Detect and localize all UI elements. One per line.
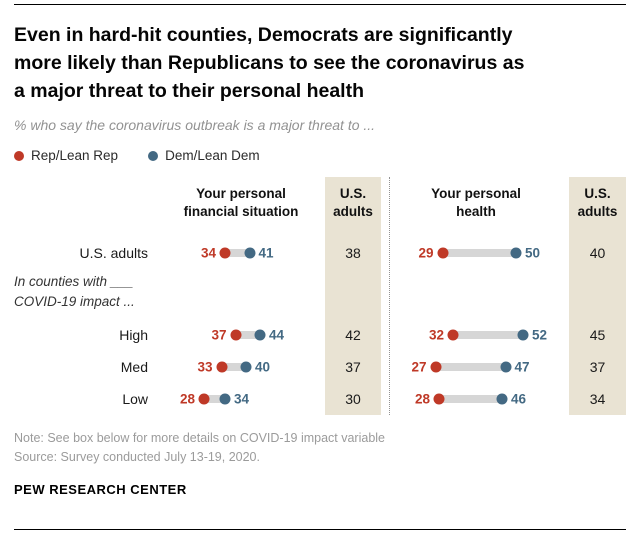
us-adults-value-health-high: 45 bbox=[589, 327, 606, 344]
chart-title: Even in hard-hit counties, Democrats are… bbox=[14, 21, 626, 105]
dot-connector-bar bbox=[221, 249, 254, 258]
rep-value-label: 27 bbox=[411, 359, 427, 375]
dot-connector-bar bbox=[217, 363, 250, 372]
chart-title-line: Even in hard-hit counties, Democrats are… bbox=[14, 24, 513, 46]
rep-value-label: 34 bbox=[200, 245, 216, 261]
footer-notes: Note: See box below for more details on … bbox=[14, 429, 626, 467]
rep-value-label: 29 bbox=[418, 245, 434, 261]
us-adults-header-label: U.S. adults bbox=[577, 186, 618, 219]
dem-value-label: 34 bbox=[234, 391, 250, 407]
dot-connector-bar bbox=[438, 249, 520, 258]
rep-dot bbox=[447, 329, 459, 341]
row-group-note-line: COVID-19 impact ... bbox=[14, 294, 135, 310]
panel-title-health: Your personal health bbox=[397, 177, 555, 237]
legend-item-rep: Rep/Lean Rep bbox=[14, 148, 118, 163]
dem-dot bbox=[244, 247, 255, 259]
note-text: Note: See box below for more details on … bbox=[14, 431, 386, 446]
dotplot-financial-med: 33 40 bbox=[162, 351, 320, 383]
dem-value-label: 47 bbox=[514, 359, 530, 375]
panel-title-line: financial situation bbox=[183, 203, 299, 219]
dem-dot bbox=[219, 393, 231, 405]
us-adults-value-financial-med: 37 bbox=[345, 359, 361, 376]
dotplot-financial-low: 28 34 bbox=[162, 383, 320, 415]
row-label-high: High bbox=[119, 327, 148, 344]
us-adults-value-financial-us-adults: 38 bbox=[345, 245, 361, 262]
dem-dot bbox=[500, 361, 511, 373]
us-adults-value-health-med: 37 bbox=[589, 359, 606, 376]
legend-label-dem: Dem/Lean Dem bbox=[165, 148, 260, 164]
dotplot-health-med: 27 47 bbox=[397, 351, 555, 383]
us-adults-column-header-health: U.S. adults bbox=[569, 177, 626, 237]
panel-title-line: Your personal bbox=[431, 186, 521, 202]
chart-subtitle: % who say the coronavirus outbreak is a … bbox=[14, 117, 376, 134]
dem-value-label: 46 bbox=[511, 391, 527, 407]
dotplot-financial-us-adults: 34 41 bbox=[162, 237, 320, 269]
dem-dot bbox=[517, 329, 529, 341]
rep-dot bbox=[219, 247, 231, 259]
us-adults-column-bg-health bbox=[569, 177, 626, 416]
panel-title-financial: Your personal financial situation bbox=[162, 177, 320, 237]
dem-dot bbox=[254, 329, 266, 341]
row-label-med: Med bbox=[120, 359, 148, 376]
dot-connector-bar bbox=[449, 331, 527, 340]
rep-dot bbox=[230, 329, 241, 341]
source-text: Source: Survey conducted July 13-19, 202… bbox=[14, 449, 260, 464]
row-label-us-adults: U.S. adults bbox=[79, 245, 148, 262]
panel-title-line: health bbox=[456, 203, 496, 219]
dotplot-health-us-adults: 29 50 bbox=[397, 237, 555, 269]
dem-value-label: 50 bbox=[525, 245, 541, 261]
dem-value-label: 40 bbox=[255, 359, 271, 375]
rep-value-label: 28 bbox=[179, 391, 195, 407]
us-adults-column-bg-financial bbox=[325, 177, 381, 416]
dot-connector-bar bbox=[231, 331, 264, 340]
legend-label-rep: Rep/Lean Rep bbox=[31, 148, 119, 164]
rep-value-label: 33 bbox=[197, 359, 213, 375]
chart-title-line: more likely than Republicans to see the … bbox=[14, 52, 525, 75]
bottom-rule bbox=[14, 529, 626, 530]
brand-pew-research-center: PEW RESEARCH CENTER bbox=[14, 481, 187, 497]
us-adults-header-label: U.S. adults bbox=[333, 186, 373, 219]
rep-value-label: 37 bbox=[211, 327, 227, 343]
dot-connector-bar bbox=[435, 395, 506, 404]
rep-dot bbox=[216, 361, 227, 373]
dot-connector-bar bbox=[431, 363, 510, 372]
rep-dot bbox=[198, 393, 210, 405]
dem-value-label: 52 bbox=[532, 327, 548, 343]
rep-value-label: 32 bbox=[428, 327, 444, 343]
dem-value-label: 44 bbox=[269, 327, 285, 343]
dotplot-health-high: 32 52 bbox=[397, 319, 555, 351]
rep-legend-dot-icon bbox=[14, 150, 24, 161]
us-adults-value-financial-high: 42 bbox=[345, 327, 361, 344]
panel-divider-line bbox=[388, 177, 390, 416]
dem-dot bbox=[496, 393, 508, 405]
legend: Rep/Lean Rep Dem/Lean Dem bbox=[14, 148, 626, 163]
us-adults-value-health-low: 34 bbox=[589, 391, 606, 408]
dem-value-label: 41 bbox=[258, 245, 274, 261]
top-rule bbox=[14, 4, 626, 5]
row-label-low: Low bbox=[122, 391, 148, 408]
us-adults-value-financial-low: 30 bbox=[345, 391, 361, 408]
dotplot-financial-high: 37 44 bbox=[162, 319, 320, 351]
dot-connector-bar bbox=[200, 395, 229, 404]
dem-dot bbox=[240, 361, 252, 373]
rep-dot bbox=[437, 247, 448, 259]
chart-title-line: a major threat to their personal health bbox=[14, 80, 364, 103]
dotplot-chart: Your personal financial situation U.S. a… bbox=[14, 177, 626, 416]
legend-item-dem: Dem/Lean Dem bbox=[148, 148, 260, 163]
rep-dot bbox=[433, 393, 445, 405]
dotplot-health-low: 28 46 bbox=[397, 383, 555, 415]
rep-value-label: 28 bbox=[414, 391, 430, 407]
panel-title-line: Your personal bbox=[196, 186, 286, 202]
panel-divider bbox=[381, 177, 397, 416]
row-group-note: In counties with ___ COVID-19 impact ... bbox=[14, 269, 320, 319]
rep-dot bbox=[430, 361, 441, 373]
dem-legend-dot-icon bbox=[148, 150, 159, 161]
us-adults-value-health-us-adults: 40 bbox=[589, 245, 606, 262]
row-group-note-line: In counties with ___ bbox=[14, 273, 134, 289]
us-adults-column-header-financial: U.S. adults bbox=[325, 177, 381, 237]
dem-dot bbox=[510, 247, 522, 259]
